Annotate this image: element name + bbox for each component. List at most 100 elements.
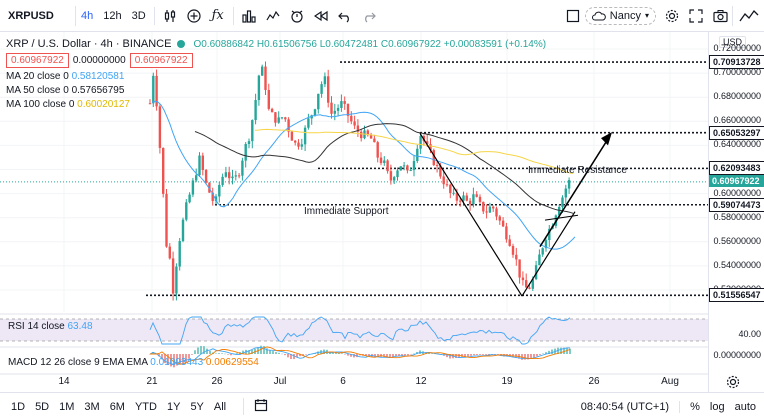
fullscreen-icon[interactable] xyxy=(684,6,708,26)
price-axis[interactable]: USD 0.72000000 0.70000000 0.68000000 0.6600… xyxy=(708,32,764,392)
price-axis-label: 0.56000000 xyxy=(713,235,761,246)
candle-body xyxy=(442,176,445,185)
candle-body xyxy=(211,192,214,201)
bar-chart-icon[interactable] xyxy=(237,6,261,26)
symbol-search[interactable]: XRPUSD xyxy=(0,5,76,26)
ma100-row[interactable]: MA 100 close 0 0.60020127 xyxy=(6,99,546,110)
spread-value: 0.00000000 xyxy=(72,55,126,66)
clock[interactable]: 08:40:54 (UTC+1) xyxy=(576,400,681,413)
undo-icon[interactable] xyxy=(333,6,357,26)
range-1m[interactable]: 1M xyxy=(59,400,75,413)
macd-histogram-bar xyxy=(551,349,553,354)
macd-histogram-bar xyxy=(251,349,253,354)
range-5d[interactable]: 5D xyxy=(35,400,50,413)
macd-histogram-bar xyxy=(386,354,388,358)
ohlc-values: O0.60886842 H0.61506756 L0.60472481 C0.6… xyxy=(193,39,546,50)
macd-histogram-bar xyxy=(449,354,451,359)
macd-histogram-bar xyxy=(236,353,238,354)
range-3m[interactable]: 3M xyxy=(84,400,100,413)
ask-box[interactable]: 0.60967922 xyxy=(129,53,193,68)
macd-histogram-bar xyxy=(455,354,457,359)
alert-icon[interactable] xyxy=(285,6,309,26)
candle-body xyxy=(416,148,419,162)
market-open-icon xyxy=(177,40,186,48)
fx-icon[interactable]: ƒx xyxy=(211,8,224,23)
level-price-tag[interactable]: 0.62093483 xyxy=(709,161,764,176)
line-chart-icon[interactable] xyxy=(261,6,285,26)
macd-label[interactable]: MACD 12 26 close 9 EMA EMA 0.01003443 0.… xyxy=(8,357,259,368)
level-price-tag[interactable]: 0.51556547 xyxy=(709,288,764,303)
macd-histogram-bar xyxy=(389,354,391,358)
level-price-tag[interactable]: 0.59074473 xyxy=(709,197,764,212)
time-axis-settings-icon[interactable] xyxy=(726,375,740,389)
level-price-tag[interactable]: 0.65053297 xyxy=(709,125,764,140)
candle-body xyxy=(214,196,218,201)
last-price-tag[interactable]: 0.60967922 xyxy=(709,174,764,187)
macd-histogram-bar xyxy=(485,354,487,355)
candle-body xyxy=(412,161,416,171)
bottom-right-controls: 08:40:54 (UTC+1) % log auto xyxy=(576,400,764,413)
layout-icon[interactable] xyxy=(561,6,585,26)
rsi-label[interactable]: RSI 14 close 63.48 xyxy=(8,321,93,332)
candle-body xyxy=(333,110,336,114)
candle-body xyxy=(313,109,317,116)
bar-style-icon[interactable] xyxy=(158,6,182,26)
macd-histogram-bar xyxy=(395,354,397,357)
range-6m[interactable]: 6M xyxy=(109,400,125,413)
redo-icon[interactable] xyxy=(357,6,381,26)
range-ytd[interactable]: YTD xyxy=(134,400,157,413)
trend-icon[interactable] xyxy=(732,5,764,26)
replay-icon[interactable] xyxy=(309,6,333,26)
macd-histogram-bar xyxy=(563,347,565,354)
candle-body xyxy=(419,136,422,149)
ma50-row[interactable]: MA 50 close 0 0.57656795 xyxy=(6,85,546,96)
interval-4h[interactable]: 4h xyxy=(81,9,94,22)
candle-body xyxy=(237,175,241,177)
price-chart[interactable] xyxy=(0,32,708,392)
bid-box[interactable]: 0.60967922 xyxy=(6,53,69,68)
high-value: H0.61506756 xyxy=(256,38,317,50)
macd-histogram-bar xyxy=(305,354,307,355)
time-axis[interactable]: 14 21 26 Jul 6 12 19 26 Aug xyxy=(0,374,708,392)
log-toggle[interactable]: log xyxy=(709,400,725,413)
candle-body xyxy=(340,101,343,108)
interval-12h[interactable]: 12h xyxy=(103,9,122,22)
macd-histogram-bar xyxy=(377,354,379,358)
candle-body xyxy=(564,188,567,198)
chart-title[interactable]: XRP / U.S. Dollar · 4h · BINANCE xyxy=(6,38,172,50)
range-all[interactable]: All xyxy=(213,400,227,413)
interval-3d[interactable]: 3D xyxy=(131,9,146,22)
candle-body xyxy=(452,192,455,194)
auto-toggle[interactable]: auto xyxy=(734,400,756,413)
camera-icon[interactable] xyxy=(708,6,732,26)
user-layout-button[interactable]: Nancy ▾ xyxy=(584,6,656,25)
currency-label[interactable]: USD xyxy=(719,36,747,48)
settings-icon[interactable] xyxy=(660,6,684,26)
range-5y[interactable]: 5Y xyxy=(190,400,204,413)
goto-date-icon[interactable] xyxy=(243,398,268,415)
percent-toggle[interactable]: % xyxy=(690,400,700,413)
range-1y[interactable]: 1Y xyxy=(166,400,181,413)
candle-body xyxy=(290,131,294,141)
candle-body xyxy=(148,103,152,105)
time-axis-label: 19 xyxy=(501,376,513,387)
candle-body xyxy=(389,171,393,181)
resistance-label[interactable]: Immediate Resistance xyxy=(528,165,627,176)
candle-body xyxy=(195,175,198,181)
ma20-row[interactable]: MA 20 close 0 0.58120581 xyxy=(6,71,546,82)
macd-signal-line xyxy=(150,346,571,365)
candle-body xyxy=(386,160,389,172)
add-indicator-icon[interactable] xyxy=(182,6,206,26)
macd-histogram-bar xyxy=(182,354,184,365)
level-price-tag[interactable]: 0.70913728 xyxy=(709,55,764,70)
close-value: C0.60967922 xyxy=(380,38,441,50)
candle-body xyxy=(508,239,511,246)
macd-histogram-bar xyxy=(266,348,268,354)
range-1d[interactable]: 1D xyxy=(11,400,26,413)
candle-body xyxy=(303,127,307,145)
candle-body xyxy=(168,246,171,259)
wedge-base-line xyxy=(544,214,579,221)
change-value: +0.00083591 (+0.14%) xyxy=(443,38,547,50)
macd-histogram-bar xyxy=(221,353,223,354)
support-label[interactable]: Immediate Support xyxy=(304,206,389,217)
